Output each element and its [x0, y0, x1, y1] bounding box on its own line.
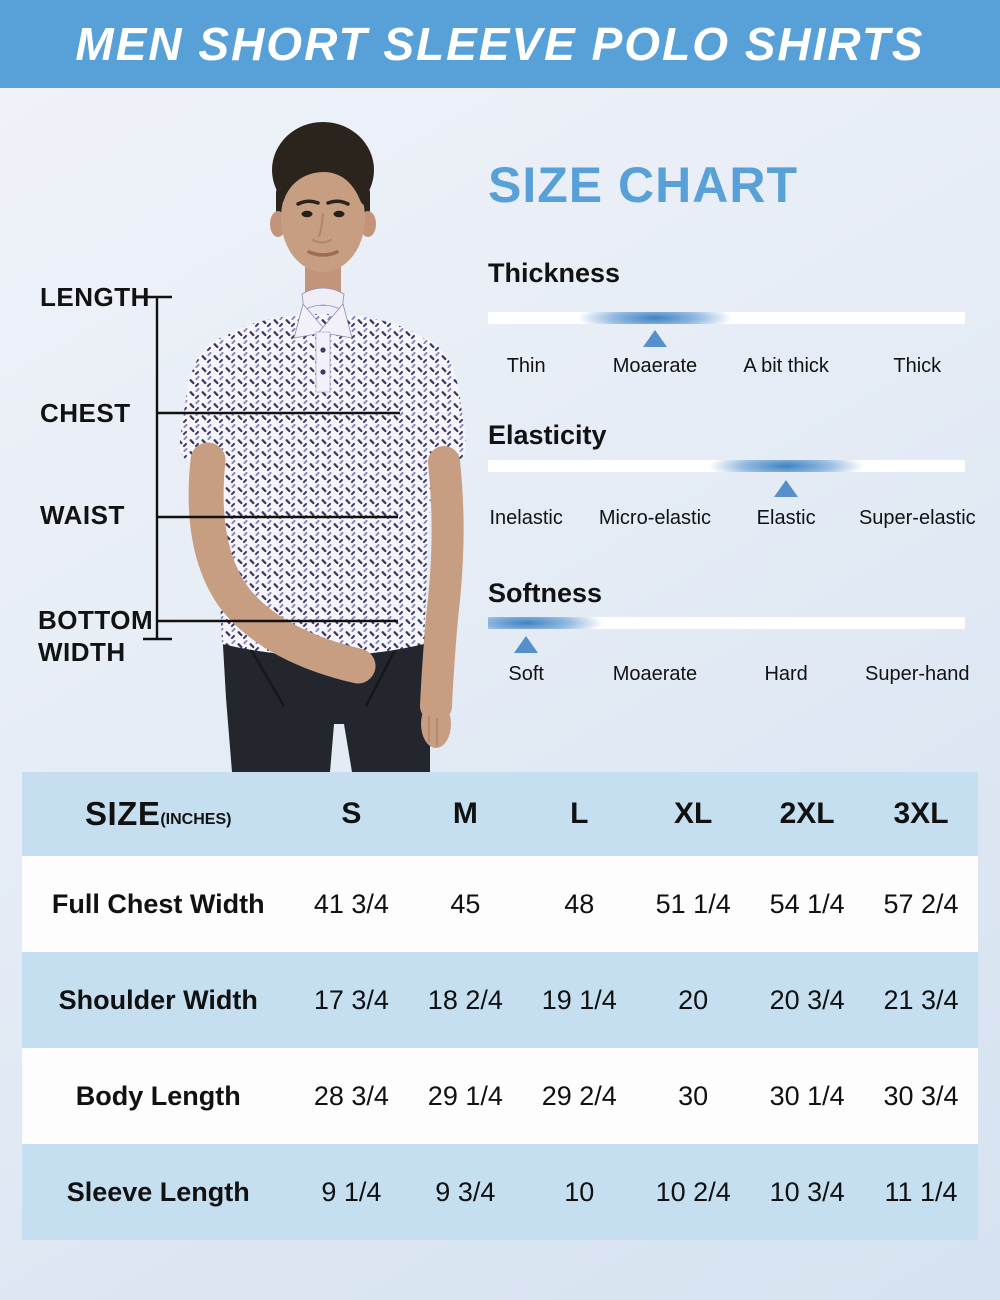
row-label: Body Length: [75, 1080, 241, 1111]
banner: MEN SHORT SLEEVE POLO SHIRTS: [0, 0, 1000, 88]
row-label: Shoulder Width: [58, 984, 258, 1015]
model-photo: [179, 122, 467, 772]
size-header-cell: SIZE (INCHES): [22, 772, 294, 856]
size-table: SIZE (INCHES) S M L XL 2XL 3XL Full Ches…: [22, 772, 978, 1240]
cell-value: 48: [564, 888, 595, 919]
size-label: SIZE: [84, 795, 161, 832]
measurement-label-length: LENGTH: [40, 282, 150, 312]
cell-value: 10 3/4: [769, 1176, 845, 1207]
level-label: A bit thick: [743, 355, 829, 377]
size-chart-heading: SIZE CHART: [488, 157, 798, 213]
level-label: Elastic: [756, 507, 816, 529]
cell-value: 51 1/4: [655, 888, 731, 919]
cell-value: 20: [678, 984, 709, 1015]
scale-levels: Soft Moaerate Hard Super-hand: [488, 662, 969, 686]
banner-title: MEN SHORT SLEEVE POLO SHIRTS: [75, 18, 925, 70]
attribute-thickness: Thickness Thin Moaerate A bit thick Thic…: [488, 258, 965, 388]
cell-value: 29 1/4: [427, 1080, 503, 1111]
column-header-l: L: [570, 797, 589, 830]
row-label: Full Chest Width: [51, 888, 265, 919]
cell-value: 11 1/4: [884, 1176, 958, 1207]
triangle-marker-icon: [642, 330, 667, 347]
attribute-elasticity: Elasticity Inelastic Micro-elastic Elast…: [488, 420, 976, 550]
measurement-label-bottom-width: BOTTOM WIDTH: [38, 605, 154, 667]
cell-value: 57 2/4: [883, 888, 959, 919]
table-row: Sleeve Length 9 1/4 9 3/4 10 10 2/4 10 3…: [22, 1144, 978, 1240]
cell-value: 9 1/4: [321, 1176, 382, 1207]
table-header-row: SIZE (INCHES) S M L XL 2XL 3XL: [22, 772, 978, 856]
cell-value: 10: [564, 1176, 595, 1207]
level-label: Soft: [508, 663, 544, 685]
column-header-m: M: [452, 797, 478, 830]
elasticity-scale-bar: [488, 460, 965, 472]
cell-value: 29 2/4: [541, 1080, 617, 1111]
table-row: Full Chest Width 41 3/4 45 48 51 1/4 54 …: [22, 856, 978, 952]
cell-value: 41 3/4: [313, 888, 389, 919]
scale-highlight: [681, 460, 892, 472]
level-label: Moaerate: [612, 355, 698, 377]
softness-scale-bar: [488, 617, 965, 629]
cell-value: 20 3/4: [769, 984, 845, 1015]
attribute-name: Thickness: [488, 258, 621, 288]
measurement-label-chest: CHEST: [40, 398, 131, 428]
cell-value: 19 1/4: [541, 984, 617, 1015]
cell-value: 10 2/4: [655, 1176, 731, 1207]
attribute-name: Softness: [488, 578, 603, 608]
unit-label: (INCHES): [160, 811, 232, 828]
table-row: Body Length 28 3/4 29 1/4 29 2/4 30 30 1…: [22, 1048, 978, 1144]
thickness-scale-bar: [488, 312, 965, 324]
triangle-marker-icon: [774, 480, 799, 497]
scale-highlight: [549, 312, 760, 324]
table-row: Shoulder Width 17 3/4 18 2/4 19 1/4 20 2…: [22, 952, 978, 1048]
scale-highlight: [488, 617, 632, 629]
level-label: Super-elastic: [858, 507, 976, 529]
attribute-softness: Softness Soft Moaerate Hard Super-hand: [488, 578, 970, 708]
cell-value: 18 2/4: [427, 984, 503, 1015]
level-label: Inelastic: [489, 507, 563, 529]
level-label: Moaerate: [612, 663, 698, 685]
level-label: Thin: [506, 355, 546, 377]
cell-value: 21 3/4: [883, 984, 959, 1015]
measurement-label-waist: WAIST: [40, 500, 125, 530]
column-header-3xl: 3XL: [893, 797, 949, 830]
cell-value: 17 3/4: [313, 984, 389, 1015]
cell-value: 54 1/4: [769, 888, 845, 919]
cell-value: 30: [678, 1080, 709, 1111]
triangle-marker-icon: [514, 636, 539, 653]
column-header-xl: XL: [674, 797, 713, 830]
cell-value: 30 3/4: [883, 1080, 959, 1111]
level-label: Micro-elastic: [598, 507, 712, 529]
scale-levels: Thin Moaerate A bit thick Thick: [488, 354, 965, 378]
scale-levels: Inelastic Micro-elastic Elastic Super-el…: [488, 506, 975, 530]
attribute-name: Elasticity: [488, 420, 607, 450]
cell-value: 45: [450, 888, 481, 919]
level-label: Hard: [764, 663, 808, 685]
level-label: Super-hand: [865, 663, 970, 685]
column-header-s: S: [341, 797, 362, 830]
column-header-2xl: 2XL: [779, 797, 835, 830]
cell-value: 28 3/4: [313, 1080, 389, 1111]
level-label: Thick: [893, 355, 942, 377]
cell-value: 30 1/4: [769, 1080, 845, 1111]
cell-value: 9 3/4: [435, 1176, 496, 1207]
row-label: Sleeve Length: [66, 1176, 250, 1207]
